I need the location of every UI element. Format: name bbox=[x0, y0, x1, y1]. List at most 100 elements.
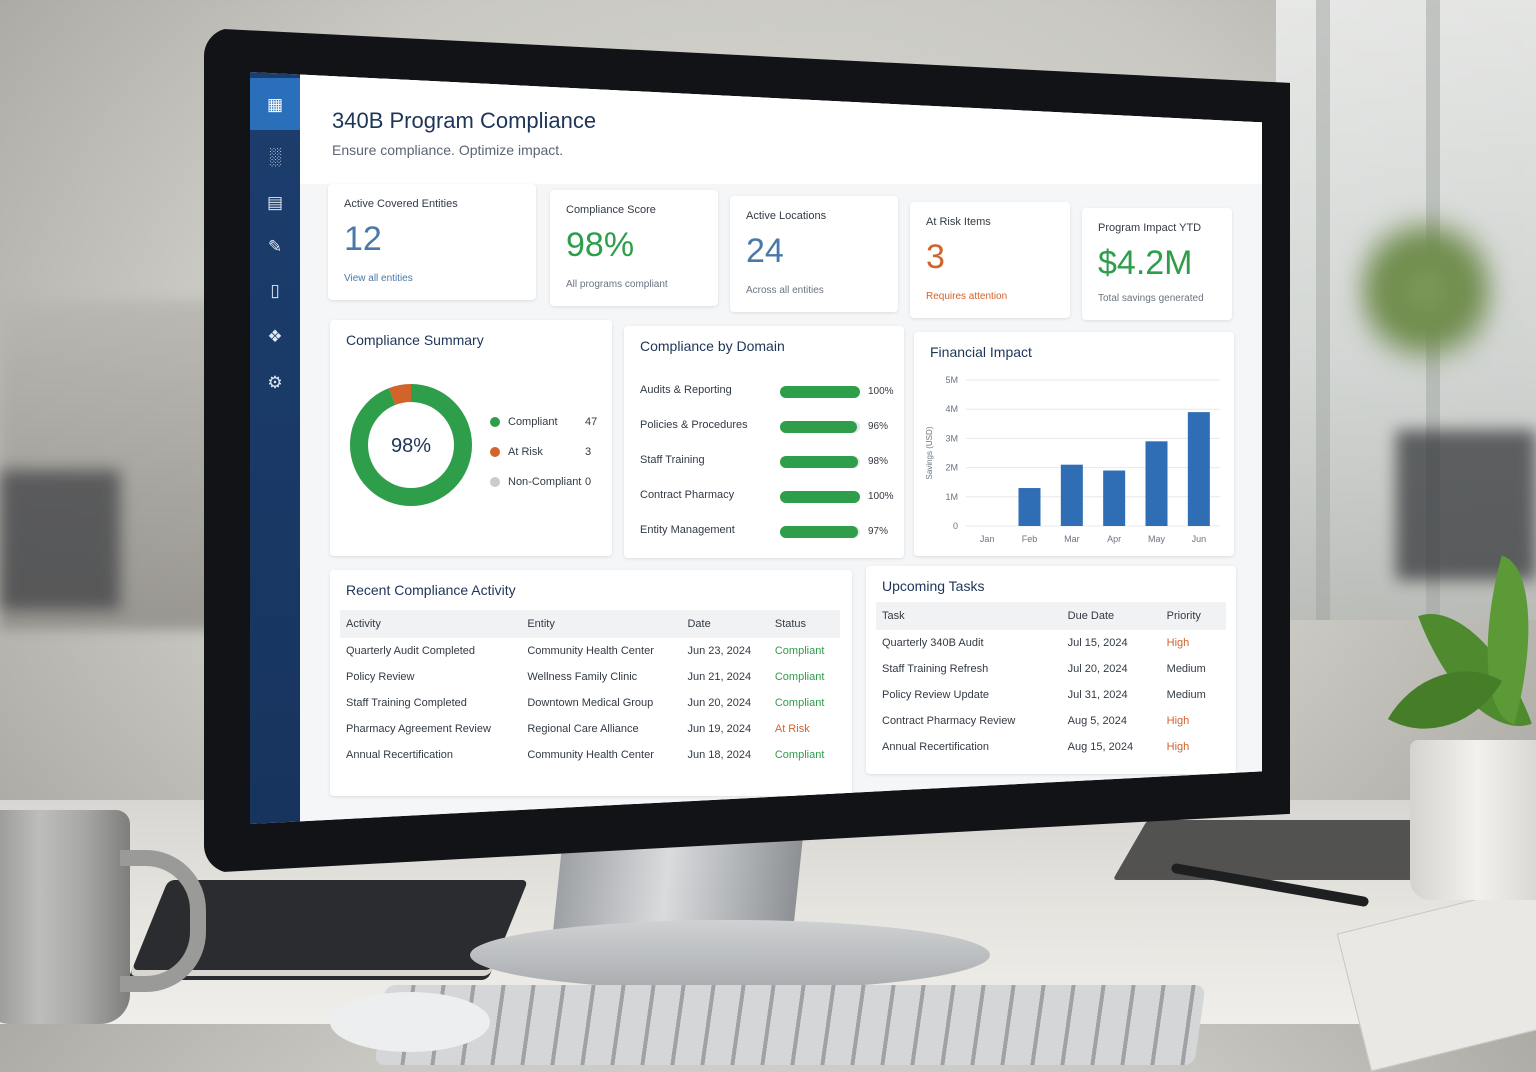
bar-apr[interactable] bbox=[1103, 470, 1126, 526]
cell-date: Jun 21, 2024 bbox=[687, 671, 752, 683]
edit-document-icon[interactable]: ✎ bbox=[267, 237, 283, 256]
domain-row: Policies & Procedures 96% bbox=[640, 419, 888, 433]
legend-value: 0 bbox=[585, 476, 592, 488]
legend-label: Compliant bbox=[508, 416, 558, 428]
mouse bbox=[330, 992, 490, 1052]
recent-activity-panel: Recent Compliance Activity Activity Enti… bbox=[330, 570, 852, 796]
table-row[interactable]: Contract Pharmacy Review Aug 5, 2024 High bbox=[876, 708, 1226, 734]
kpi-subtext: Requires attention bbox=[926, 291, 1008, 302]
sidebar: ▦ ░ ▤ ✎ ▯ ❖ ⚙ bbox=[250, 72, 300, 824]
cell-activity: Pharmacy Agreement Review bbox=[346, 723, 491, 735]
column-header[interactable]: Status bbox=[768, 610, 840, 638]
kpi-value: 24 bbox=[746, 232, 784, 270]
table-row[interactable]: Quarterly 340B Audit Jul 15, 2024 High bbox=[876, 630, 1226, 656]
clipboard-icon[interactable]: ▯ bbox=[270, 281, 280, 300]
cell-priority: Medium bbox=[1166, 689, 1206, 701]
table-row[interactable]: Pharmacy Agreement Review Regional Care A… bbox=[340, 716, 840, 742]
cell-date: Jun 19, 2024 bbox=[687, 723, 752, 735]
x-tick-label: May bbox=[1148, 534, 1166, 544]
table-row[interactable]: Staff Training Completed Downtown Medical… bbox=[340, 690, 840, 716]
cell-task: Staff Training Refresh bbox=[882, 663, 989, 675]
donut-at-risk-segment bbox=[350, 384, 472, 506]
table-row[interactable]: Annual Recertification Community Health C… bbox=[340, 742, 840, 768]
legend-value: 47 bbox=[585, 416, 598, 428]
domain-percent: 97% bbox=[868, 526, 889, 537]
column-header[interactable]: Activity bbox=[340, 610, 522, 638]
table-row[interactable]: Staff Training Refresh Jul 20, 2024 Medium bbox=[876, 656, 1226, 682]
cell-priority: High bbox=[1166, 715, 1190, 727]
chart-title: Financial Impact bbox=[930, 344, 1032, 360]
kpi-value: $4.2M bbox=[1098, 244, 1193, 282]
financial-impact-panel: Financial Impact 0 1M 2M 3M 4M 5M Savings (USD… bbox=[914, 332, 1234, 556]
cell-activity: Quarterly Audit Completed bbox=[346, 645, 476, 657]
column-header[interactable]: Priority bbox=[1160, 602, 1226, 630]
compliance-by-domain-panel: Compliance by Domain Audits & Reporting 1… bbox=[624, 326, 904, 558]
kpi-label: Active Locations bbox=[746, 210, 827, 222]
keyboard bbox=[374, 985, 1206, 1065]
table-row[interactable]: Quarterly Audit Completed Community Healt… bbox=[340, 638, 840, 664]
kpi-card-program-impact[interactable]: Program Impact YTD $4.2M Total savings g… bbox=[1082, 208, 1232, 320]
cell-status: Compliant bbox=[774, 697, 825, 709]
tasks-table: Task Due Date Priority Quarterly 340B Au… bbox=[876, 602, 1226, 760]
y-tick-label: 3M bbox=[945, 433, 958, 443]
cell-due: Aug 15, 2024 bbox=[1067, 741, 1134, 753]
kpi-label: Program Impact YTD bbox=[1098, 222, 1202, 234]
panel-title: Recent Compliance Activity bbox=[346, 582, 516, 598]
kpi-card-covered-entities[interactable]: Active Covered Entities 12 View all enti… bbox=[328, 184, 536, 300]
cell-status: Compliant bbox=[774, 645, 825, 657]
domain-progress-fill bbox=[780, 456, 859, 468]
bar-jun[interactable] bbox=[1187, 412, 1210, 526]
legend-compliant: Compliant 47 bbox=[490, 416, 597, 428]
panel-title: Upcoming Tasks bbox=[882, 578, 985, 594]
domain-row: Entity Management 97% bbox=[640, 524, 888, 538]
x-tick-label: Apr bbox=[1107, 534, 1121, 544]
bar-feb[interactable] bbox=[1018, 488, 1041, 526]
domain-progress-track bbox=[780, 421, 860, 433]
settings-icon[interactable]: ⚙ bbox=[267, 373, 283, 392]
dashboard-grid-icon[interactable]: ▦ bbox=[266, 95, 284, 114]
domain-label: Contract Pharmacy bbox=[640, 489, 735, 501]
bar-mar[interactable] bbox=[1060, 464, 1083, 526]
table-row[interactable]: Policy Review Update Jul 31, 2024 Medium bbox=[876, 682, 1226, 708]
legend-dot bbox=[490, 417, 500, 428]
document-icon[interactable]: ▤ bbox=[266, 193, 284, 212]
y-axis-label: Savings (USD) bbox=[925, 426, 934, 479]
background-plant bbox=[1356, 200, 1496, 380]
y-tick-label: 4M bbox=[945, 404, 958, 414]
y-tick-label: 2M bbox=[945, 463, 958, 473]
badge-icon[interactable]: ❖ bbox=[267, 327, 283, 346]
background-monitor-left bbox=[0, 470, 120, 610]
table-header-row: Task Due Date Priority bbox=[876, 602, 1226, 630]
cell-activity: Annual Recertification bbox=[346, 749, 454, 761]
kpi-card-at-risk[interactable]: At Risk Items 3 Requires attention bbox=[910, 202, 1070, 318]
compliance-summary-panel: Compliance Summary 98% Compliant 47 At R… bbox=[330, 320, 612, 556]
panel-title: Compliance Summary bbox=[346, 332, 484, 348]
domain-label: Staff Training bbox=[640, 454, 705, 466]
kpi-card-compliance-score[interactable]: Compliance Score 98% All programs compli… bbox=[550, 190, 718, 306]
domain-label: Audits & Reporting bbox=[640, 384, 732, 396]
column-header[interactable]: Date bbox=[681, 610, 769, 638]
legend-label: At Risk bbox=[508, 446, 543, 458]
table-header-row: Activity Entity Date Status bbox=[340, 610, 840, 638]
x-tick-label: Jun bbox=[1192, 534, 1207, 544]
bar-may[interactable] bbox=[1145, 441, 1168, 526]
y-tick-label: 5M bbox=[945, 375, 958, 385]
domain-progress-fill bbox=[780, 386, 860, 398]
domain-progress-track bbox=[780, 386, 860, 398]
table-row[interactable]: Policy Review Wellness Family Clinic Jun 2… bbox=[340, 664, 840, 690]
bar-chart-icon[interactable]: ░ bbox=[268, 147, 282, 166]
view-all-entities-link[interactable]: View all entities bbox=[344, 273, 413, 284]
plant-pot bbox=[1410, 740, 1536, 900]
column-header[interactable]: Task bbox=[876, 602, 1062, 630]
column-header[interactable]: Entity bbox=[521, 610, 682, 638]
activity-table: Activity Entity Date Status Quarterly Au… bbox=[340, 610, 840, 768]
kpi-card-active-locations[interactable]: Active Locations 24 Across all entities bbox=[730, 196, 898, 312]
table-row[interactable]: Annual Recertification Aug 15, 2024 High bbox=[876, 734, 1226, 760]
domain-progress-track bbox=[780, 491, 860, 503]
upcoming-tasks-panel: Upcoming Tasks Task Due Date Priority Qu… bbox=[866, 566, 1236, 774]
legend-non-compliant: Non-Compliant 0 bbox=[490, 476, 591, 488]
kpi-value: 98% bbox=[566, 226, 635, 264]
domain-percent: 100% bbox=[868, 491, 894, 502]
column-header[interactable]: Due Date bbox=[1061, 602, 1161, 630]
cell-due: Jul 15, 2024 bbox=[1067, 637, 1128, 649]
